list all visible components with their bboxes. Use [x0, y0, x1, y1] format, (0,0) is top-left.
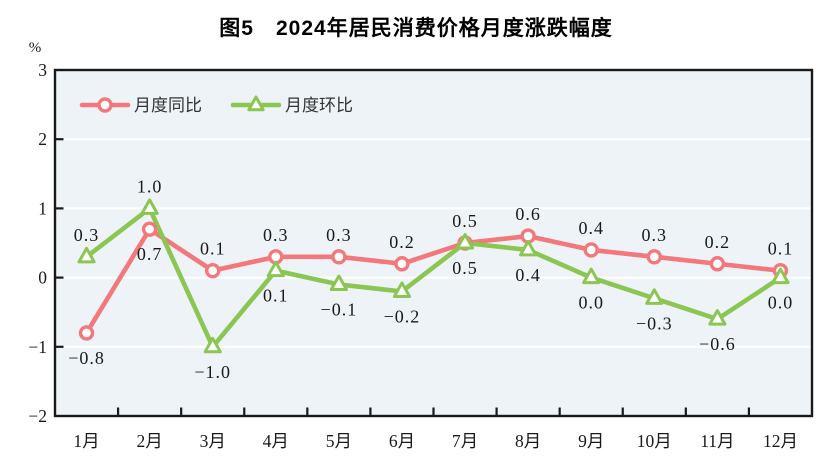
legend-marker-yoy [97, 97, 113, 113]
chart-title: 图5 2024年居民消费价格月度涨跌幅度 [219, 17, 613, 40]
x-tick-label: 2月 [137, 431, 163, 451]
series-mom-marker [203, 336, 222, 354]
legend-label-mom: 月度环比 [285, 96, 353, 115]
data-label-yoy: 0.5 [452, 211, 478, 231]
x-tick-label: 7月 [452, 431, 478, 451]
data-label-yoy: −0.8 [68, 348, 105, 368]
data-label-mom: −0.1 [321, 300, 358, 320]
data-label-mom: 1.0 [137, 176, 163, 196]
x-tick-label: 10月 [637, 431, 672, 451]
data-label-mom: −0.6 [699, 334, 736, 354]
data-label-yoy: 0.7 [137, 244, 163, 264]
y-tick-label: −2 [28, 406, 47, 426]
data-label-mom: −0.3 [636, 313, 673, 333]
series-yoy-marker [709, 256, 726, 272]
series-mom-marker [329, 274, 348, 292]
data-label-mom: −1.0 [194, 362, 231, 382]
data-label-yoy: 0.3 [642, 225, 668, 245]
data-label-yoy: 0.4 [578, 218, 604, 238]
data-label-yoy: 0.2 [389, 232, 415, 252]
data-label-yoy: 0.2 [705, 232, 731, 252]
series-yoy-marker [646, 249, 662, 265]
series-mom-marker [645, 288, 664, 305]
x-tick-label: 1月 [73, 431, 99, 451]
data-label-mom: −0.2 [384, 306, 421, 326]
series-mom-marker [582, 267, 601, 285]
data-label-mom: 0.0 [768, 293, 794, 313]
legend-label-yoy: 月度同比 [134, 96, 202, 115]
y-tick-label: 3 [38, 60, 47, 80]
x-tick-label: 4月 [263, 431, 289, 451]
series-yoy-line [84, 226, 783, 336]
data-label-mom: 0.1 [263, 286, 289, 306]
x-tick-label: 8月 [515, 431, 541, 451]
x-tick-label: 5月 [326, 431, 352, 451]
y-tick-label: 1 [38, 198, 47, 218]
series-mom-marker [708, 309, 727, 326]
y-axis-unit-label: % [28, 40, 42, 56]
x-tick-label: 9月 [578, 431, 604, 451]
data-label-yoy: 0.3 [263, 225, 289, 245]
data-label-mom: 0.0 [578, 293, 604, 313]
y-tick-label: −1 [28, 337, 47, 357]
series-mom-marker [455, 233, 475, 250]
x-tick-label: 6月 [389, 431, 415, 451]
data-label-yoy: 0.3 [326, 225, 352, 245]
data-label-yoy: 0.1 [200, 239, 226, 259]
data-label-yoy: 0.6 [515, 204, 541, 224]
series-mom-marker [771, 267, 790, 285]
data-label-yoy: 0.1 [768, 239, 794, 259]
series-mom-marker [266, 260, 285, 278]
series-yoy-marker [394, 256, 410, 272]
x-tick-label: 3月 [200, 431, 226, 451]
plot-area-background [55, 70, 812, 416]
series-yoy-marker [141, 221, 158, 237]
series-mom-marker [77, 246, 96, 264]
data-label-mom: 0.5 [452, 258, 478, 278]
series-yoy-marker [583, 242, 599, 258]
data-label-mom: 0.3 [74, 225, 100, 245]
x-tick-label: 12月 [763, 431, 798, 451]
series-mom-marker [392, 281, 412, 298]
series-mom-line [84, 206, 783, 350]
y-tick-label: 0 [38, 268, 47, 288]
legend-marker-mom [247, 95, 265, 112]
data-label-mom: 0.4 [515, 265, 541, 285]
y-tick-label: 2 [38, 129, 47, 149]
series-yoy-marker [205, 262, 221, 279]
series-yoy-marker [78, 325, 95, 341]
x-tick-label: 11月 [700, 431, 734, 451]
series-yoy-marker [331, 249, 347, 265]
series-mom-marker [519, 239, 538, 257]
series-mom-marker [140, 198, 159, 215]
